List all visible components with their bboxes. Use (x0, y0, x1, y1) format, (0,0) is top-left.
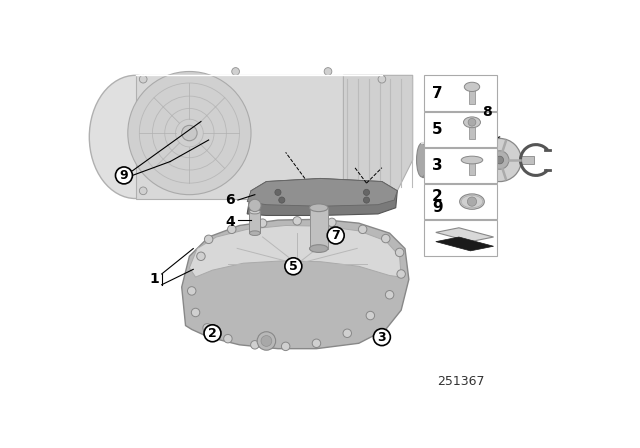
Polygon shape (310, 208, 328, 249)
Circle shape (196, 252, 205, 260)
Circle shape (312, 339, 321, 348)
Ellipse shape (310, 245, 328, 252)
Ellipse shape (250, 231, 260, 236)
Ellipse shape (90, 75, 182, 198)
Bar (424, 220, 497, 255)
Circle shape (478, 138, 521, 181)
Circle shape (140, 75, 147, 83)
Circle shape (279, 197, 285, 203)
Circle shape (115, 167, 132, 184)
Polygon shape (521, 156, 534, 164)
Text: 6: 6 (225, 193, 235, 207)
Circle shape (396, 248, 404, 257)
Circle shape (397, 270, 405, 278)
Text: 251367: 251367 (437, 375, 484, 388)
Text: 2: 2 (208, 327, 217, 340)
Circle shape (232, 68, 239, 75)
Circle shape (128, 72, 251, 195)
Circle shape (364, 189, 369, 195)
Circle shape (366, 311, 374, 320)
Polygon shape (189, 225, 401, 277)
Polygon shape (422, 143, 464, 177)
Circle shape (227, 225, 236, 233)
Circle shape (182, 125, 197, 141)
Circle shape (381, 234, 390, 243)
Polygon shape (344, 75, 413, 191)
Polygon shape (247, 178, 397, 206)
Text: 7: 7 (332, 229, 340, 242)
Circle shape (327, 227, 344, 244)
Circle shape (496, 156, 504, 164)
Circle shape (257, 332, 276, 350)
Circle shape (204, 235, 213, 244)
Circle shape (275, 189, 281, 195)
Ellipse shape (310, 204, 328, 211)
Circle shape (324, 68, 332, 75)
Circle shape (490, 151, 509, 169)
Ellipse shape (459, 143, 470, 177)
Circle shape (140, 187, 147, 195)
Circle shape (261, 336, 272, 346)
Text: 1: 1 (150, 272, 159, 286)
Circle shape (223, 334, 232, 343)
Bar (424, 75, 497, 111)
Text: 5: 5 (289, 260, 298, 273)
Ellipse shape (461, 156, 483, 164)
Circle shape (204, 325, 221, 342)
Ellipse shape (464, 82, 480, 91)
Polygon shape (182, 220, 409, 349)
Circle shape (358, 225, 367, 233)
Circle shape (343, 329, 351, 337)
Circle shape (191, 308, 200, 317)
Polygon shape (250, 211, 260, 233)
Circle shape (293, 217, 301, 225)
Polygon shape (469, 160, 475, 175)
Ellipse shape (250, 209, 260, 214)
Polygon shape (247, 178, 397, 215)
Bar (424, 148, 497, 183)
Text: 2: 2 (432, 189, 443, 204)
Ellipse shape (460, 194, 484, 209)
Text: 4: 4 (225, 215, 235, 228)
Ellipse shape (417, 143, 428, 177)
Text: 9: 9 (120, 169, 128, 182)
Circle shape (285, 258, 302, 275)
Circle shape (373, 329, 390, 345)
Bar (424, 112, 497, 147)
Circle shape (251, 340, 259, 349)
Polygon shape (436, 228, 493, 241)
Circle shape (203, 323, 211, 332)
Circle shape (364, 197, 369, 203)
Text: 3: 3 (378, 331, 386, 344)
Text: 5: 5 (432, 122, 443, 137)
Polygon shape (436, 237, 493, 251)
Text: 7: 7 (432, 86, 443, 100)
Circle shape (378, 75, 386, 83)
Circle shape (282, 342, 290, 351)
Text: 8: 8 (483, 105, 492, 119)
Circle shape (468, 118, 476, 126)
Circle shape (188, 287, 196, 295)
Circle shape (378, 187, 386, 195)
Polygon shape (469, 87, 475, 104)
Polygon shape (136, 75, 382, 198)
Circle shape (467, 197, 477, 206)
Circle shape (308, 193, 316, 201)
Text: 9: 9 (432, 200, 443, 215)
Text: 3: 3 (432, 158, 443, 173)
Circle shape (328, 218, 336, 227)
Circle shape (249, 199, 261, 211)
Circle shape (259, 219, 267, 228)
Polygon shape (469, 122, 475, 139)
Ellipse shape (463, 117, 481, 128)
Circle shape (385, 291, 394, 299)
Bar (424, 184, 497, 220)
